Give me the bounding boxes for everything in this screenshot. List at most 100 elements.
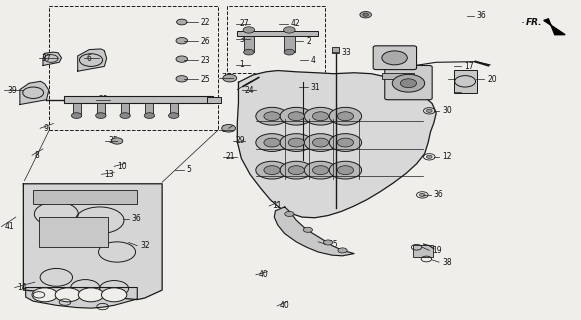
- Circle shape: [382, 51, 407, 65]
- Circle shape: [264, 166, 280, 175]
- Circle shape: [223, 74, 236, 82]
- Circle shape: [96, 113, 106, 118]
- Circle shape: [111, 138, 123, 144]
- Text: 38: 38: [442, 258, 451, 267]
- Text: 7: 7: [222, 73, 227, 82]
- Text: 21: 21: [226, 152, 235, 161]
- Circle shape: [176, 37, 188, 44]
- Text: 5: 5: [187, 165, 191, 174]
- Text: 30: 30: [442, 106, 452, 115]
- Text: 33: 33: [342, 48, 351, 57]
- Circle shape: [256, 161, 288, 179]
- Polygon shape: [23, 184, 162, 300]
- Bar: [39, 217, 109, 247]
- Circle shape: [304, 161, 337, 179]
- Text: 13: 13: [105, 170, 114, 179]
- Circle shape: [176, 76, 188, 82]
- Text: 6: 6: [87, 54, 92, 63]
- Circle shape: [324, 240, 333, 245]
- Text: 3: 3: [239, 35, 244, 44]
- Circle shape: [177, 19, 187, 25]
- Circle shape: [284, 27, 295, 33]
- Text: 10: 10: [117, 162, 127, 171]
- Bar: [73, 103, 81, 116]
- Circle shape: [329, 107, 361, 125]
- Circle shape: [329, 134, 361, 151]
- Circle shape: [256, 107, 288, 125]
- Text: 35: 35: [109, 136, 118, 146]
- Circle shape: [392, 74, 425, 92]
- Bar: [382, 73, 414, 79]
- Circle shape: [288, 166, 304, 175]
- Text: 14: 14: [17, 283, 27, 292]
- Text: 15: 15: [328, 240, 338, 249]
- Circle shape: [313, 138, 329, 147]
- Circle shape: [426, 155, 432, 158]
- FancyBboxPatch shape: [373, 46, 417, 69]
- Text: 12: 12: [442, 152, 451, 161]
- Circle shape: [144, 113, 155, 118]
- Bar: [97, 103, 105, 116]
- FancyBboxPatch shape: [385, 66, 432, 100]
- Polygon shape: [20, 81, 49, 105]
- Text: 25: 25: [201, 75, 210, 84]
- Bar: [64, 96, 213, 103]
- Text: 4: 4: [311, 56, 315, 65]
- Circle shape: [243, 27, 254, 33]
- Text: 18: 18: [464, 87, 474, 96]
- Circle shape: [285, 212, 294, 216]
- Circle shape: [329, 161, 361, 179]
- Circle shape: [426, 109, 432, 112]
- Text: 40: 40: [280, 301, 290, 310]
- Bar: [413, 245, 433, 257]
- Circle shape: [304, 134, 337, 151]
- Polygon shape: [43, 52, 62, 66]
- Text: 36: 36: [131, 214, 141, 223]
- Circle shape: [284, 49, 295, 55]
- Bar: [207, 97, 221, 103]
- Circle shape: [338, 112, 353, 121]
- Text: 9: 9: [43, 124, 48, 133]
- Text: 22: 22: [201, 18, 210, 27]
- Text: 37: 37: [42, 54, 52, 63]
- Circle shape: [313, 112, 329, 121]
- Circle shape: [264, 138, 280, 147]
- Circle shape: [32, 288, 58, 302]
- Text: 27: 27: [239, 19, 249, 28]
- Text: 16: 16: [458, 75, 468, 84]
- Polygon shape: [274, 207, 354, 256]
- Text: 17: 17: [464, 62, 474, 71]
- Text: 40: 40: [259, 270, 268, 279]
- Text: 11: 11: [272, 202, 282, 211]
- Circle shape: [280, 134, 313, 151]
- Circle shape: [303, 227, 313, 232]
- Text: 1: 1: [239, 60, 244, 69]
- Text: 24: 24: [245, 86, 254, 95]
- Text: 19: 19: [432, 246, 442, 255]
- Text: 39: 39: [7, 86, 17, 95]
- Bar: [33, 190, 137, 204]
- Text: 23: 23: [201, 56, 210, 65]
- Circle shape: [71, 113, 82, 118]
- Circle shape: [304, 107, 337, 125]
- Text: 42: 42: [290, 19, 300, 28]
- Text: 34: 34: [222, 125, 231, 134]
- Bar: [121, 103, 129, 116]
- Circle shape: [288, 112, 304, 121]
- Text: 28: 28: [99, 95, 108, 104]
- Circle shape: [363, 13, 368, 16]
- Text: 8: 8: [35, 151, 40, 160]
- Bar: [145, 103, 153, 116]
- Bar: [284, 36, 295, 52]
- Circle shape: [360, 12, 371, 18]
- Circle shape: [400, 79, 417, 88]
- Circle shape: [243, 49, 254, 55]
- Text: 41: 41: [4, 222, 14, 231]
- Circle shape: [55, 288, 81, 302]
- Polygon shape: [237, 70, 436, 218]
- Circle shape: [288, 138, 304, 147]
- Circle shape: [280, 161, 313, 179]
- Text: 36: 36: [476, 11, 486, 20]
- Polygon shape: [544, 19, 565, 35]
- Text: FR.: FR.: [526, 18, 542, 27]
